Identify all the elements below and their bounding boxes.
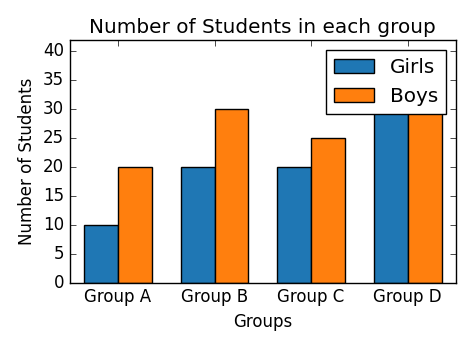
X-axis label: Groups: Groups	[233, 313, 292, 331]
Bar	[277, 167, 311, 282]
Bar	[408, 109, 441, 282]
Bar	[181, 167, 215, 282]
Y-axis label: Number of Students: Number of Students	[18, 77, 36, 245]
Legend: Girls, Boys: Girls, Boys	[326, 50, 446, 114]
Bar	[374, 52, 408, 282]
Bar	[84, 225, 118, 282]
Bar	[215, 109, 248, 282]
Bar	[118, 167, 152, 282]
Title: Number of Students in each group: Number of Students in each group	[90, 18, 436, 37]
Bar	[311, 138, 345, 282]
